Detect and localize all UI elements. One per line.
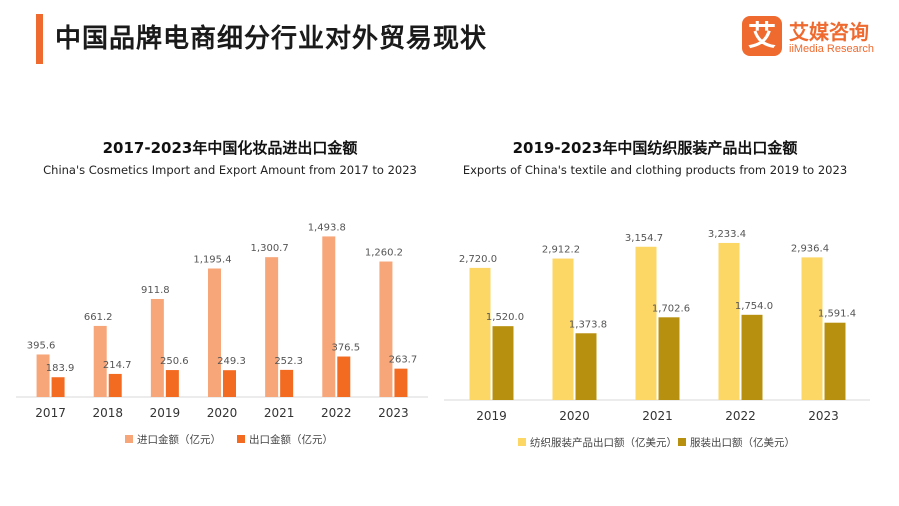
logo-mark-icon: 艾	[742, 16, 782, 56]
legend-swatch-textile-s1	[678, 438, 686, 446]
legend-label-textile-s1: 服装出口额（亿美元）	[690, 436, 795, 449]
bar-cosmetics-s0-2017	[36, 354, 50, 397]
x-tick-label-textile-2020: 2020	[559, 409, 590, 423]
textile-chart-subtitle: Exports of China's textile and clothing …	[462, 163, 848, 177]
data-label-textile-s1-2022: 1,754.0	[735, 301, 773, 312]
data-label-textile-s0-2023: 2,936.4	[791, 243, 829, 254]
bar-cosmetics-s1-2019	[165, 370, 179, 397]
data-label-cosmetics-s1-2017: 183.9	[46, 363, 75, 374]
bar-cosmetics-s1-2018	[108, 373, 122, 397]
data-label-cosmetics-s1-2020: 249.3	[217, 356, 246, 367]
bar-textile-s1-2019	[492, 326, 514, 400]
bar-textile-s1-2020	[575, 333, 597, 400]
cosmetics-chart-subtitle: China's Cosmetics Import and Export Amou…	[43, 163, 417, 177]
bar-textile-s0-2019	[469, 267, 491, 400]
x-tick-label-textile-2023: 2023	[808, 409, 839, 423]
x-tick-label-textile-2021: 2021	[642, 409, 673, 423]
data-label-cosmetics-s1-2023: 263.7	[389, 355, 418, 366]
cosmetics-chart-title: 2017-2023年中国化妆品进出口金额	[102, 139, 358, 157]
bar-textile-s1-2023	[824, 322, 846, 400]
x-tick-label-cosmetics-2017: 2017	[35, 406, 66, 420]
textile-chart-title: 2019-2023年中国纺织服装产品出口金额	[512, 139, 798, 157]
data-label-cosmetics-s0-2019: 911.8	[141, 285, 170, 296]
bar-cosmetics-s1-2020	[223, 370, 236, 397]
bar-cosmetics-s1-2023	[394, 368, 408, 397]
data-label-textile-s0-2022: 3,233.4	[708, 229, 746, 240]
x-tick-label-textile-2019: 2019	[476, 409, 507, 423]
data-label-cosmetics-s0-2017: 395.6	[27, 340, 56, 351]
x-tick-label-cosmetics-2023: 2023	[378, 406, 409, 420]
title-accent-bar	[36, 14, 43, 64]
bar-cosmetics-s0-2020	[208, 268, 221, 397]
logo-english-name: iiMedia Research	[789, 43, 874, 55]
data-label-cosmetics-s1-2021: 252.3	[274, 356, 303, 367]
data-label-cosmetics-s0-2021: 1,300.7	[251, 243, 289, 254]
data-label-textile-s1-2020: 1,373.8	[569, 319, 607, 330]
bar-cosmetics-s1-2017	[51, 377, 65, 397]
x-tick-label-cosmetics-2018: 2018	[92, 406, 123, 420]
data-label-cosmetics-s1-2019: 250.6	[160, 356, 189, 367]
bar-cosmetics-s0-2021	[265, 257, 279, 397]
page-title: 中国品牌电商细分行业对外贸易现状	[55, 24, 488, 54]
textile-bar-chart: 2,720.0 1,520.0 2019 2,912.2 1,373.8 2020 3,15…	[444, 229, 870, 449]
data-label-textile-s1-2021: 1,702.6	[652, 303, 690, 314]
legend-swatch-cosmetics-s0	[125, 435, 133, 443]
bar-textile-s1-2021	[658, 317, 680, 400]
data-label-textile-s0-2019: 2,720.0	[459, 254, 497, 265]
x-tick-label-cosmetics-2019: 2019	[150, 406, 181, 420]
logo-chinese-name: 艾媒咨询	[789, 20, 869, 44]
data-label-cosmetics-s0-2020: 1,195.4	[193, 254, 231, 265]
bar-cosmetics-s0-2018	[93, 325, 107, 397]
data-label-cosmetics-s1-2018: 214.7	[103, 360, 132, 371]
legend-swatch-cosmetics-s1	[237, 435, 245, 443]
data-label-textile-s1-2019: 1,520.0	[486, 312, 524, 323]
bar-textile-s0-2022	[718, 242, 740, 400]
data-label-cosmetics-s1-2022: 376.5	[331, 343, 360, 354]
legend-label-cosmetics-s0: 进口金额（亿元）	[137, 433, 221, 446]
data-label-cosmetics-s0-2023: 1,260.2	[365, 248, 403, 259]
bar-cosmetics-s0-2019	[150, 298, 164, 397]
bar-textile-s0-2023	[801, 257, 823, 400]
brand-logo: 艾 艾媒咨询 iiMedia Research	[742, 16, 882, 60]
bar-textile-s0-2020	[552, 258, 574, 400]
data-label-textile-s0-2020: 2,912.2	[542, 245, 580, 256]
bar-textile-s0-2021	[635, 246, 657, 400]
x-tick-label-cosmetics-2020: 2020	[207, 406, 238, 420]
legend-label-textile-s0: 纺织服装产品出口额（亿美元）	[530, 436, 677, 449]
legend-swatch-textile-s0	[518, 438, 526, 446]
legend-label-cosmetics-s1: 出口金额（亿元）	[249, 433, 333, 446]
bar-textile-s1-2022	[741, 314, 763, 400]
bar-cosmetics-s1-2021	[280, 369, 294, 397]
cosmetics-bar-chart: 395.6 183.9 2017 661.2 214.7 2018 911.8 250.6 20…	[16, 222, 428, 446]
x-tick-label-cosmetics-2021: 2021	[264, 406, 295, 420]
data-label-textile-s0-2021: 3,154.7	[625, 233, 663, 244]
bar-cosmetics-s0-2023	[379, 261, 393, 397]
x-tick-label-textile-2022: 2022	[725, 409, 756, 423]
bar-cosmetics-s1-2022	[337, 356, 351, 397]
x-tick-label-cosmetics-2022: 2022	[321, 406, 352, 420]
data-label-cosmetics-s0-2018: 661.2	[84, 312, 113, 323]
data-label-textile-s1-2023: 1,591.4	[818, 309, 856, 320]
bar-cosmetics-s0-2022	[322, 236, 336, 397]
data-label-cosmetics-s0-2022: 1,493.8	[308, 222, 346, 233]
